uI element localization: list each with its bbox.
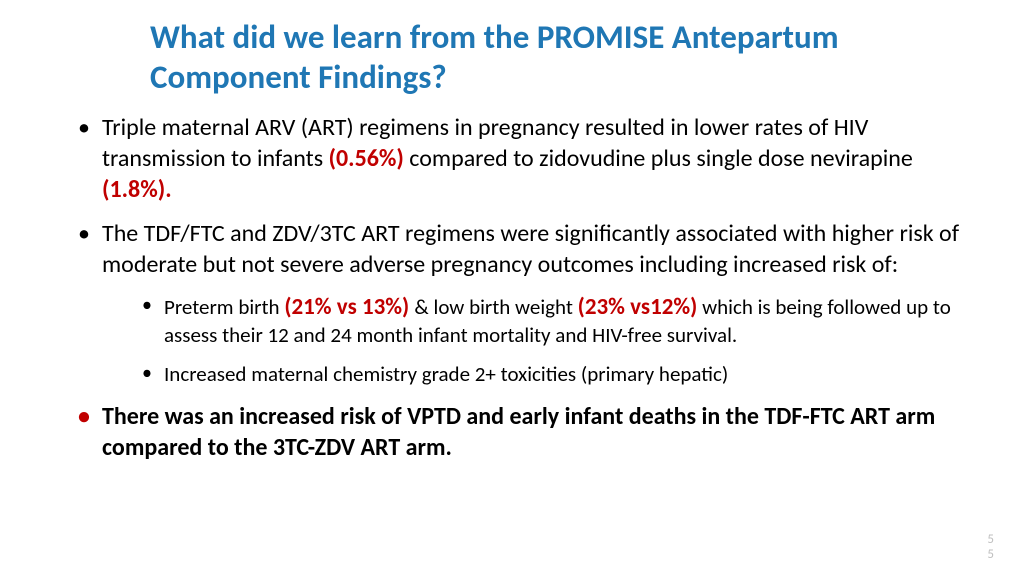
bullet-2: The TDF/FTC and ZDV/3TC ART regimens wer… — [78, 219, 974, 388]
page-number-bottom: 5 — [987, 548, 994, 562]
sub2-text: Increased maternal chemistry grade 2+ to… — [164, 361, 728, 387]
slide-title: What did we learn from the PROMISE Antep… — [150, 18, 974, 97]
main-bullet-list: Triple maternal ARV (ART) regimens in pr… — [50, 113, 974, 463]
sub1-a: Preterm birth — [164, 294, 284, 320]
bullet-2-text: The TDF/FTC and ZDV/3TC ART regimens wer… — [102, 219, 959, 279]
bullet-1: Triple maternal ARV (ART) regimens in pr… — [78, 113, 974, 205]
bullet-1-text-b: compared to zidovudine plus single dose … — [404, 144, 913, 173]
sub-bullet-1: Preterm birth (21% vs 13%) & low birth w… — [142, 293, 974, 349]
sub-bullet-list: Preterm birth (21% vs 13%) & low birth w… — [102, 293, 974, 388]
page-number: 5 5 — [987, 533, 994, 562]
bullet-1-pct2: (1.8%). — [102, 175, 172, 204]
sub1-b: & low birth weight — [414, 294, 577, 320]
sub1-v1: (21% vs 13%) — [284, 293, 414, 321]
bullet-3: There was an increased risk of VPTD and … — [78, 402, 974, 463]
page-number-top: 5 — [987, 533, 994, 547]
sub-bullet-2: Increased maternal chemistry grade 2+ to… — [142, 361, 974, 388]
sub1-v2: (23% vs12%) — [578, 293, 698, 321]
bullet-3-text: There was an increased risk of VPTD and … — [102, 402, 935, 462]
bullet-1-pct1: (0.56%) — [329, 144, 404, 173]
